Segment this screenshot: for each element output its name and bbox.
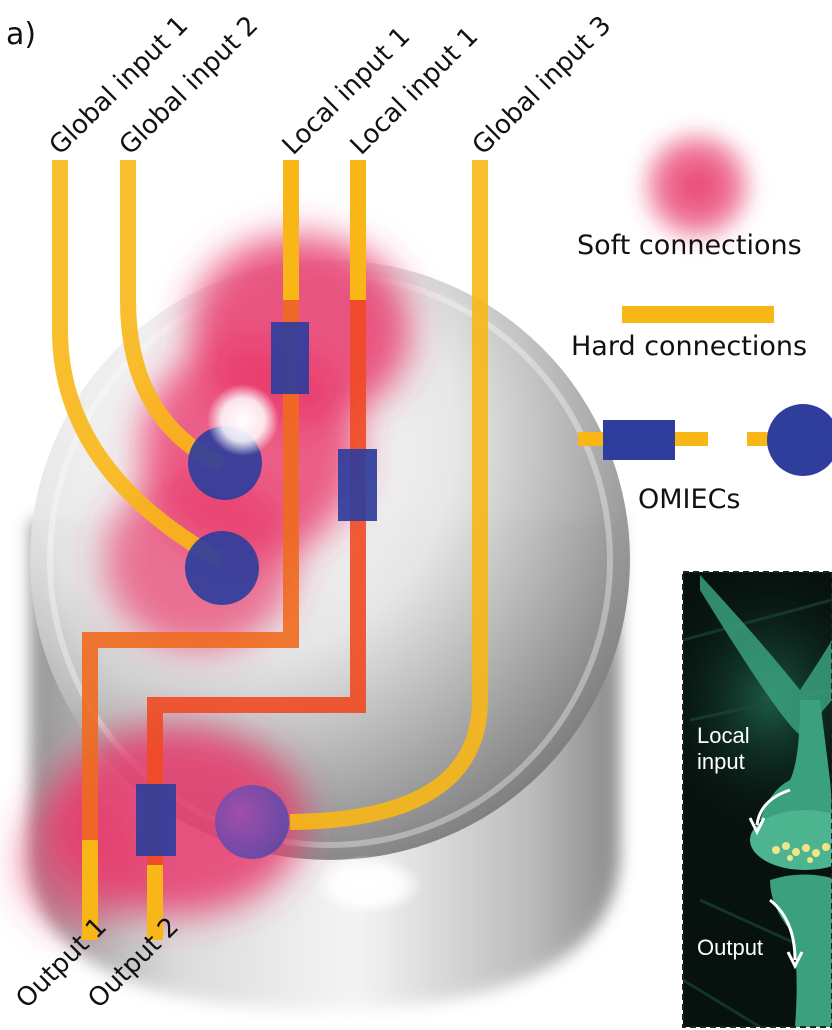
legend-omiecs-label: OMIECs (638, 484, 741, 515)
omiec-rect-3 (136, 784, 176, 856)
inset-label-output: Output (697, 935, 763, 960)
legend: Soft connections Hard connections OMIECs (571, 124, 832, 515)
inset-label-local-line1: Local (697, 723, 750, 748)
highlight-glow-top (207, 384, 279, 456)
wire-global-input-1 (52, 160, 224, 567)
legend-soft-label: Soft connections (577, 230, 802, 261)
wire-global-input-3 (289, 160, 488, 830)
omiec-circle-2 (185, 531, 259, 605)
inset-neuron-image: Local input Output (682, 571, 832, 1028)
omiec-rect-2 (338, 449, 377, 521)
legend-omiec-rect-swatch (603, 420, 675, 460)
label-global-input-3: Global input 3 (467, 10, 618, 161)
omiec-rect-1 (271, 322, 309, 394)
omiec-circle-3 (215, 785, 289, 859)
legend-hard-label: Hard connections (571, 331, 807, 362)
wire-local-input-1a (82, 160, 299, 940)
highlight-glow-bottom (313, 855, 423, 915)
legend-soft-swatch (635, 124, 759, 248)
panel-label: a) (6, 17, 36, 52)
inset-border (682, 571, 832, 1028)
inset-label-local-line2: input (697, 749, 745, 774)
hard-connections (52, 160, 488, 940)
legend-omiec-circle-swatch (767, 404, 832, 476)
legend-hard-swatch (622, 306, 774, 323)
omiec-devices (136, 322, 377, 859)
